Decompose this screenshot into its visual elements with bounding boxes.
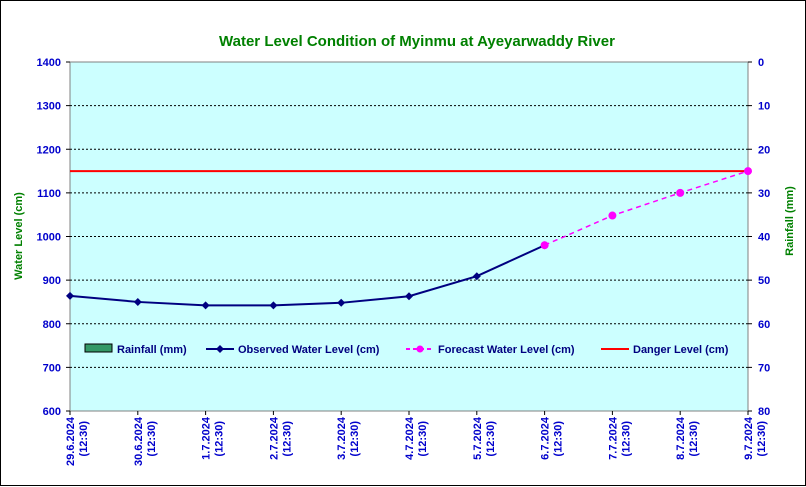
x-tick-label: 7.7.2024(12:30) (607, 416, 632, 460)
x-tick-time: (12:30) (349, 421, 361, 457)
forecast-point (676, 188, 685, 197)
y-tick-label: 700 (43, 362, 61, 374)
legend-observed-marker (216, 345, 224, 353)
forecast-point (608, 211, 617, 220)
x-tick-label: 29.6.2024(12:30) (65, 416, 90, 466)
x-tick-label: 5.7.2024(12:30) (472, 416, 497, 460)
observed-point (405, 292, 413, 301)
y-tick-label: 600 (43, 406, 61, 418)
y-tick-label: 1200 (37, 144, 61, 156)
x-tick-time: (12:30) (485, 421, 497, 457)
y-tick-label: 900 (43, 275, 61, 287)
observed-point (133, 297, 142, 306)
x-tick-date: 30.6.2024 (133, 416, 145, 466)
x-tick-time: (12:30) (214, 421, 226, 457)
observed-water-level-line (69, 244, 546, 307)
x-tick-label: 9.7.2024(12:30) (743, 416, 768, 460)
x-tick-date: 7.7.2024 (607, 416, 619, 460)
forecast-water-level-line (544, 170, 749, 246)
legend: Rainfall (mm) Observed Water Level (cm) … (84, 343, 729, 356)
observed-point (472, 272, 481, 281)
y2-tick-label: 0 (758, 57, 764, 69)
x-tick-date: 9.7.2024 (743, 416, 755, 460)
x-tick-label: 1.7.2024(12:30) (201, 416, 226, 460)
y-tick-label: 1100 (37, 188, 61, 200)
x-tick-time: (12:30) (553, 421, 565, 457)
x-tick-date: 5.7.2024 (472, 416, 484, 460)
x-tick-date: 4.7.2024 (404, 416, 416, 460)
x-tick-time: (12:30) (281, 421, 293, 457)
x-tick-date: 3.7.2024 (336, 416, 348, 460)
legend-forecast-marker (416, 345, 424, 353)
observed-point (337, 298, 346, 307)
x-axis-ticks: 29.6.2024(12:30) 30.6.2024(12:30) 1.7.2024… (65, 411, 768, 466)
x-tick-label: 2.7.2024(12:30) (268, 416, 293, 460)
legend-rainfall-swatch (84, 343, 113, 353)
y2-tick-label: 80 (758, 406, 770, 418)
legend-rainfall-label: Rainfall (mm) (117, 344, 187, 356)
x-tick-time: (12:30) (688, 421, 700, 457)
observed-point (269, 301, 278, 310)
y2-tick-label: 40 (758, 232, 770, 244)
x-tick-label: 30.6.2024(12:30) (133, 416, 158, 466)
legend-observed-label: Observed Water Level (cm) (238, 344, 380, 356)
x-tick-time: (12:30) (756, 421, 768, 457)
x-tick-label: 6.7.2024(12:30) (540, 416, 565, 460)
y-tick-label: 1300 (37, 101, 61, 113)
y-axis-label: Water Level (cm) (13, 192, 25, 280)
x-tick-time: (12:30) (78, 421, 90, 457)
y2-axis-label: Rainfall (mm) (784, 186, 796, 256)
x-tick-label: 4.7.2024(12:30) (404, 416, 429, 460)
gridlines (70, 105, 748, 368)
legend-forecast-label: Forecast Water Level (cm) (438, 344, 575, 356)
y-tick-label: 1000 (37, 232, 61, 244)
y-tick-label: 1400 (37, 57, 61, 69)
chart-title: Water Level Condition of Myinmu at Ayeya… (219, 33, 615, 50)
series-layer (66, 167, 752, 310)
observed-point (66, 291, 74, 300)
x-tick-label: 3.7.2024(12:30) (336, 416, 361, 460)
x-tick-time: (12:30) (417, 421, 429, 457)
x-tick-time: (12:30) (146, 421, 158, 457)
right-axis-ticks: 80 70 60 50 40 30 20 10 0 (748, 57, 770, 418)
forecast-point (744, 167, 752, 176)
x-tick-time: (12:30) (620, 421, 632, 457)
y2-tick-label: 10 (758, 101, 770, 113)
observed-point (201, 301, 210, 310)
y2-tick-label: 30 (758, 188, 770, 200)
y2-tick-label: 20 (758, 144, 770, 156)
x-tick-date: 2.7.2024 (268, 416, 280, 460)
x-tick-date: 1.7.2024 (201, 416, 213, 460)
x-tick-date: 6.7.2024 (540, 416, 552, 460)
y2-tick-label: 70 (758, 362, 770, 374)
x-tick-label: 8.7.2024(12:30) (675, 416, 700, 460)
y2-tick-label: 60 (758, 319, 770, 331)
legend-danger-label: Danger Level (cm) (633, 344, 729, 356)
x-tick-date: 8.7.2024 (675, 416, 687, 460)
x-tick-date: 29.6.2024 (65, 416, 77, 466)
y-tick-label: 800 (43, 319, 61, 331)
y2-tick-label: 50 (758, 275, 770, 287)
forecast-point (540, 241, 549, 250)
left-axis-ticks: 600 700 800 900 1000 1100 1200 1300 1400 (37, 57, 70, 418)
